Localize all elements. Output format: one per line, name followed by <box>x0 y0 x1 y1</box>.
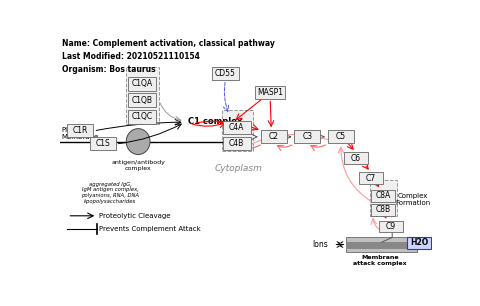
Text: C1QA: C1QA <box>131 79 153 88</box>
Text: Ions: Ions <box>312 240 328 249</box>
Bar <box>359 172 383 184</box>
Text: C4A: C4A <box>229 123 244 132</box>
Text: Complex
Formation: Complex Formation <box>395 193 430 206</box>
Text: C8B: C8B <box>375 205 390 215</box>
Bar <box>223 137 251 151</box>
Bar <box>223 121 251 134</box>
Text: Organism: Bos taurus: Organism: Bos taurus <box>62 65 156 74</box>
Text: Cytoplasm: Cytoplasm <box>215 164 263 173</box>
Bar <box>407 237 431 249</box>
Text: C6: C6 <box>351 154 361 162</box>
Text: C1 complex: C1 complex <box>188 117 243 126</box>
Bar <box>344 152 368 164</box>
Text: C1R: C1R <box>73 126 88 136</box>
Text: antigen/antibody
complex: antigen/antibody complex <box>111 160 165 170</box>
Bar <box>128 110 156 124</box>
Text: C3: C3 <box>302 132 312 141</box>
Bar <box>222 110 252 151</box>
Text: MASP1: MASP1 <box>257 88 283 97</box>
Bar <box>255 86 285 99</box>
Text: Plasma
Membrane: Plasma Membrane <box>62 127 99 140</box>
Bar <box>347 237 417 252</box>
Text: C9: C9 <box>386 222 396 231</box>
Text: C1S: C1S <box>96 140 110 148</box>
Bar <box>126 67 159 124</box>
Bar <box>371 190 395 202</box>
Bar <box>370 181 397 216</box>
Ellipse shape <box>126 129 150 155</box>
Bar <box>67 125 94 137</box>
Text: Last Modified: 20210521110154: Last Modified: 20210521110154 <box>62 52 200 61</box>
Bar <box>379 221 403 232</box>
Text: C7: C7 <box>366 174 376 183</box>
Bar <box>128 93 156 107</box>
Bar <box>328 130 354 143</box>
Bar <box>212 67 240 80</box>
Text: Proteolytic Cleavage: Proteolytic Cleavage <box>99 213 170 219</box>
Bar <box>371 204 395 216</box>
Text: Membrane
attack complex: Membrane attack complex <box>353 255 407 266</box>
Text: Name: Complement activation, classical pathway: Name: Complement activation, classical p… <box>62 39 275 48</box>
Bar <box>294 130 321 143</box>
Text: C8A: C8A <box>375 191 391 200</box>
Text: C1QC: C1QC <box>131 112 153 121</box>
Text: Prevents Complement Attack: Prevents Complement Attack <box>99 226 201 232</box>
Text: C1QB: C1QB <box>132 96 152 105</box>
Bar <box>128 77 156 91</box>
Text: CD55: CD55 <box>215 69 236 78</box>
Text: H2O: H2O <box>410 238 428 247</box>
Bar <box>261 130 287 143</box>
Text: C5: C5 <box>336 132 346 141</box>
Text: C2: C2 <box>269 132 279 141</box>
Text: aggregated IgG,
IgM antigen complex,
polyanions, RNA, DNA
lipopolysaccharides: aggregated IgG, IgM antigen complex, pol… <box>81 182 139 204</box>
Bar <box>347 242 417 249</box>
Text: C4B: C4B <box>229 140 244 148</box>
Bar <box>90 137 116 151</box>
